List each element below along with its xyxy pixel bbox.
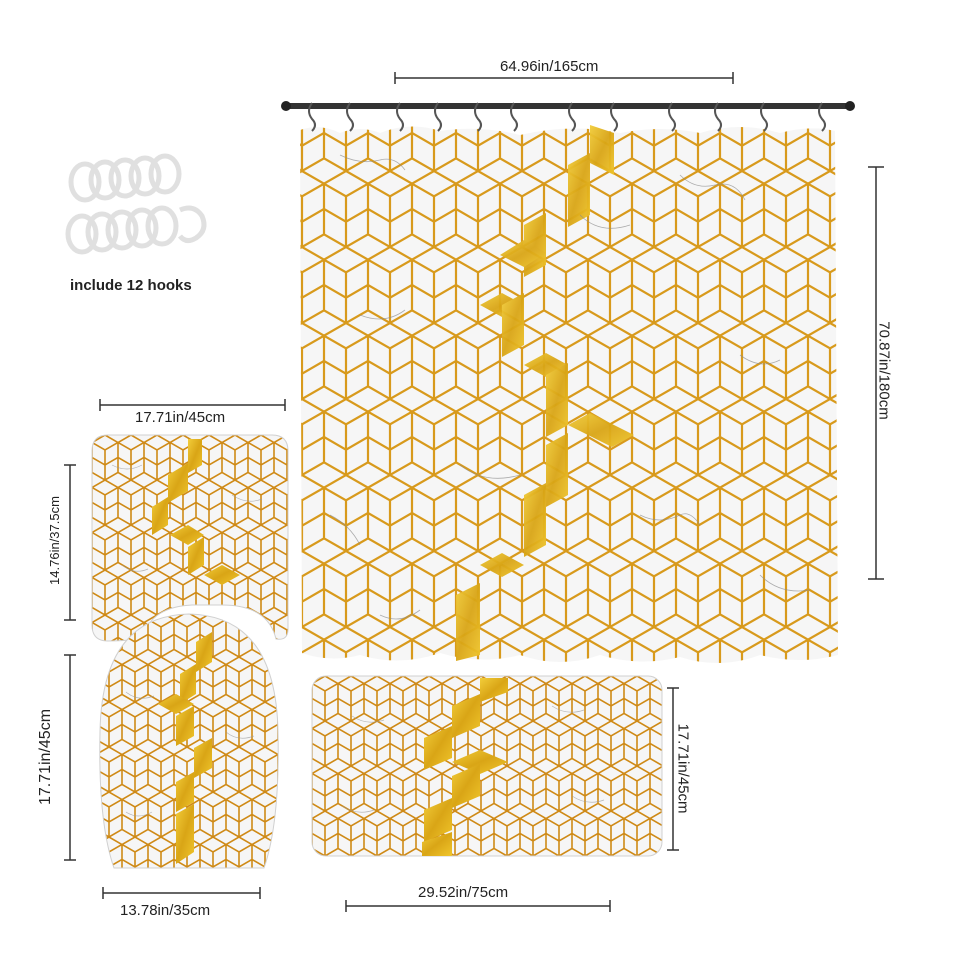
lid-glitter-cubes xyxy=(158,632,212,864)
curtain-rod xyxy=(284,103,852,109)
lid-cover xyxy=(99,613,279,869)
curtain-fabric xyxy=(300,126,838,664)
mat-width-label: 29.52in/75cm xyxy=(418,884,509,901)
shower-curtain xyxy=(281,101,855,664)
lid-width-label: 13.78in/35cm xyxy=(120,902,211,919)
spare-hooks-icon xyxy=(65,153,207,255)
curtain-width-label: 64.96in/165cm xyxy=(500,58,599,75)
marble-veins xyxy=(329,154,811,620)
mat-glitter-cubes xyxy=(422,678,508,856)
contour-width-label: 17.71in/45cm xyxy=(135,409,226,426)
bath-mat xyxy=(311,675,663,857)
curtain-glitter-cubes xyxy=(456,125,634,661)
contour-rug xyxy=(91,434,289,642)
hooks-label: include 12 hooks xyxy=(70,277,192,294)
contour-glitter-cubes xyxy=(152,439,240,585)
curtain-hooks xyxy=(308,102,826,132)
